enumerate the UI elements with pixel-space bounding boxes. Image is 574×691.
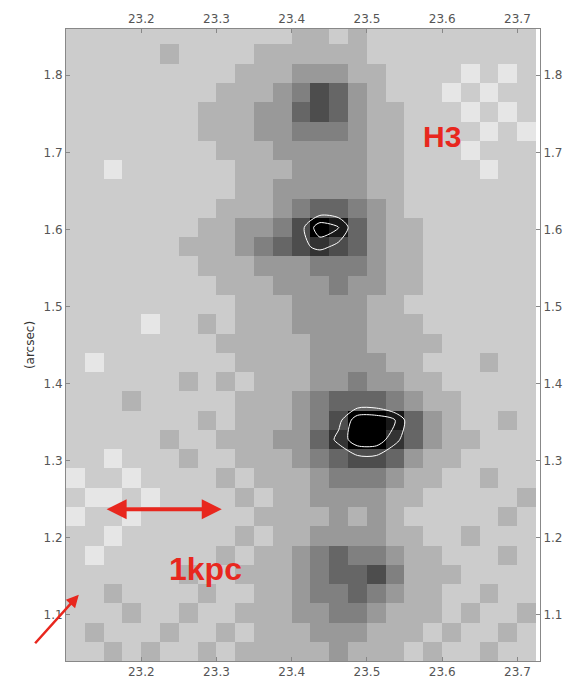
svg-text:23.2: 23.2 <box>128 12 155 26</box>
svg-text:23.4: 23.4 <box>278 665 305 679</box>
svg-text:1.4: 1.4 <box>543 377 562 391</box>
svg-text:(arcsec): (arcsec) <box>23 321 37 369</box>
svg-text:1.7: 1.7 <box>44 146 63 160</box>
svg-text:23.4: 23.4 <box>278 12 305 26</box>
svg-text:23.3: 23.3 <box>203 12 230 26</box>
svg-text:23.3: 23.3 <box>203 665 230 679</box>
svg-text:1.6: 1.6 <box>543 223 562 237</box>
svg-text:1.4: 1.4 <box>44 377 63 391</box>
svg-text:23.6: 23.6 <box>429 665 456 679</box>
svg-text:1.8: 1.8 <box>44 68 63 82</box>
svg-text:1.5: 1.5 <box>44 300 63 314</box>
svg-text:1kpc: 1kpc <box>169 551 242 587</box>
svg-text:1.5: 1.5 <box>543 300 562 314</box>
svg-text:1.8: 1.8 <box>543 68 562 82</box>
svg-text:23.6: 23.6 <box>429 12 456 26</box>
svg-text:1.3: 1.3 <box>44 454 63 468</box>
svg-text:1.6: 1.6 <box>44 223 63 237</box>
svg-text:23.7: 23.7 <box>504 665 531 679</box>
svg-text:1.7: 1.7 <box>543 146 562 160</box>
svg-text:23.5: 23.5 <box>354 665 381 679</box>
svg-text:1.3: 1.3 <box>543 454 562 468</box>
svg-text:1.2: 1.2 <box>543 531 562 545</box>
svg-text:1.2: 1.2 <box>44 531 63 545</box>
svg-text:1.1: 1.1 <box>543 608 562 622</box>
svg-text:23.2: 23.2 <box>128 665 155 679</box>
svg-text:23.7: 23.7 <box>504 12 531 26</box>
svg-text:H3: H3 <box>423 120 461 153</box>
svg-text:23.5: 23.5 <box>354 12 381 26</box>
svg-text:1.1: 1.1 <box>44 608 63 622</box>
